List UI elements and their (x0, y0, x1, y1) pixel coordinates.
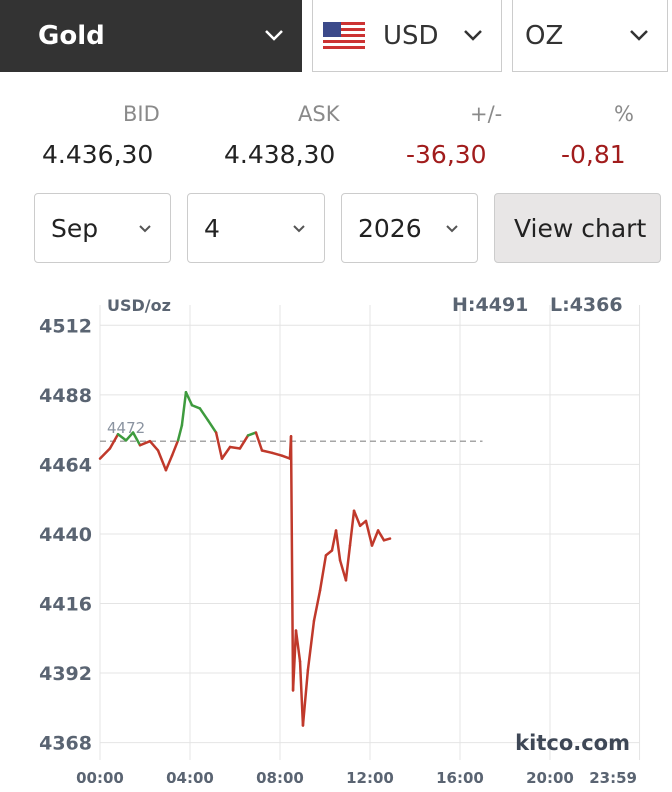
price-segment (324, 549, 334, 557)
price-segment (124, 431, 135, 442)
y-tick-label: 4488 (39, 385, 92, 407)
y-tick-label: 4440 (39, 524, 92, 546)
unit-select[interactable]: OZ (512, 0, 668, 72)
quote-label: BID (123, 102, 160, 126)
chevron (293, 225, 305, 233)
price-segment (260, 449, 274, 455)
x-tick-label: 20:00 (526, 769, 574, 787)
price-segment (176, 424, 184, 442)
price-segment (184, 390, 194, 407)
chevron (139, 225, 151, 233)
y-tick-label: 4464 (39, 454, 92, 476)
price-segment (131, 431, 142, 447)
price-segment (238, 434, 250, 450)
y-tick-label: 4512 (39, 315, 92, 337)
month-select[interactable]: Sep (34, 193, 171, 263)
price-segment (364, 519, 374, 547)
high-label: H:4491 (452, 294, 528, 316)
price-segment (318, 554, 328, 592)
chevron (630, 30, 648, 41)
price-segment (352, 509, 362, 528)
chart: USD/oz H:4491 L:4366 kitco.com 4368 4392 4… (39, 294, 641, 787)
price-segment (164, 454, 174, 472)
unit-label: USD/oz (107, 296, 171, 315)
price-segment (334, 529, 342, 562)
price-segment (170, 439, 180, 457)
price-segment (298, 660, 305, 727)
view-chart-button[interactable]: View chart (494, 193, 661, 263)
quote-value: -36,30 (406, 140, 487, 169)
price-segment (180, 390, 188, 427)
metal-text: Gold (38, 21, 105, 51)
button-text: View chart (514, 213, 647, 243)
price-segment (156, 449, 168, 472)
quote-label: +/- (470, 102, 503, 126)
reference-label: 4472 (107, 419, 145, 437)
price-segment (291, 629, 298, 692)
price-segment (254, 431, 264, 452)
quote-value: -0,81 (561, 140, 626, 169)
price-segment (376, 529, 386, 542)
price-segment (280, 454, 292, 460)
price-segment (370, 529, 380, 547)
x-tick-label: 23:59 (589, 769, 637, 787)
y-tick-label: 4368 (39, 733, 92, 755)
price-segment (138, 439, 152, 447)
price-segment (214, 431, 224, 460)
quote-label: % (614, 102, 634, 126)
price-segment (344, 544, 352, 582)
y-tick-label: 4416 (39, 594, 92, 616)
price-segment (98, 447, 112, 460)
chevron (265, 30, 283, 41)
price-segment (116, 433, 128, 442)
y-tick-label: 4392 (39, 663, 92, 685)
day-text: 4 (204, 213, 220, 243)
x-tick-label: 08:00 (256, 769, 304, 787)
price-segment (108, 433, 120, 450)
low-label: L:4366 (550, 294, 623, 316)
flag (323, 22, 365, 50)
chevron (446, 225, 458, 233)
year-select[interactable]: 2026 (341, 193, 478, 263)
price-segment (294, 629, 302, 663)
quote-label: ASK (298, 102, 340, 126)
price-segment (382, 537, 392, 542)
price-segment (306, 619, 316, 672)
price-segment (148, 439, 160, 452)
currency-text: USD (383, 20, 439, 51)
price-segment (301, 668, 310, 727)
price-segment (312, 589, 322, 623)
x-tick-label: 00:00 (76, 769, 124, 787)
x-tick-label: 16:00 (436, 769, 484, 787)
price-segment (228, 445, 242, 450)
currency-select[interactable]: USD (312, 0, 502, 72)
x-tick-label: 04:00 (166, 769, 214, 787)
price-segment (270, 451, 284, 457)
day-select[interactable]: 4 (187, 193, 325, 263)
price-segment (206, 419, 218, 434)
price-segment (348, 509, 356, 547)
x-tick-label: 12:00 (346, 769, 394, 787)
price-segment (220, 445, 232, 460)
price-segment (198, 407, 210, 422)
quote-value: 4.436,30 (42, 140, 154, 169)
chevron (464, 30, 482, 41)
year-text: 2026 (358, 213, 422, 243)
metal-select[interactable]: Gold (0, 0, 302, 72)
unit-text: OZ (525, 20, 564, 51)
price-segment (246, 431, 258, 437)
quote-value: 4.438,30 (224, 140, 336, 169)
price-segment (190, 404, 202, 410)
watermark: kitco.com (515, 731, 630, 755)
price-segment (338, 559, 348, 582)
month-text: Sep (51, 213, 99, 243)
price-segment (289, 435, 295, 692)
